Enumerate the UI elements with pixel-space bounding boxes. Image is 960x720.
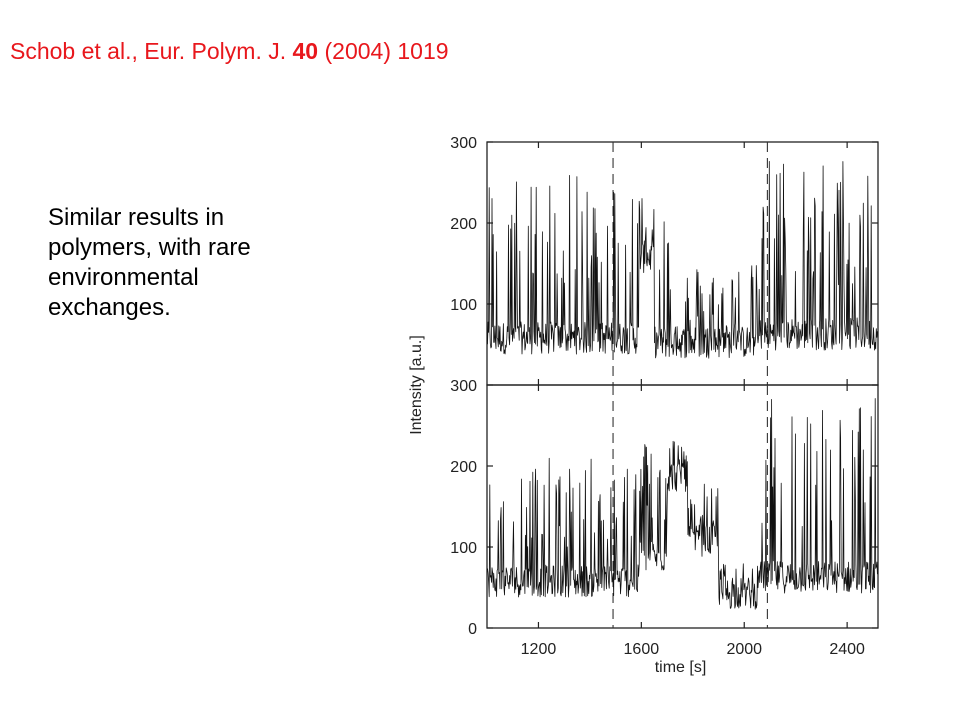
intensity-trace-figure: 100 200 300 0 100 200 300 1200 1600 2000 2400 time … — [408, 135, 879, 676]
description-text: Similar results in polymers, with rare e… — [48, 203, 338, 323]
description-line: environmental — [48, 264, 199, 291]
y-tick-label: 100 — [450, 297, 477, 314]
y-tick-label: 200 — [450, 459, 477, 476]
x-tick-label: 1200 — [521, 641, 557, 658]
y-tick-label: 300 — [450, 378, 477, 395]
x-tick-label: 2400 — [829, 641, 865, 658]
bottom-panel-frame — [486, 384, 879, 629]
y-tick-label: 100 — [450, 540, 477, 557]
top-panel-frame — [486, 141, 879, 386]
citation-volume: 40 — [292, 38, 319, 64]
y-axis-title: Intensity [a.u.] — [408, 335, 425, 435]
citation-prefix: Schob et al., Eur. Polym. J. — [10, 38, 293, 64]
description-line: Similar results in — [48, 204, 225, 231]
x-tick-label: 1600 — [624, 641, 660, 658]
description-line: exchanges. — [48, 294, 171, 321]
description-line: polymers, with rare — [48, 234, 251, 261]
y-tick-label: 200 — [450, 216, 477, 233]
y-tick-label: 0 — [468, 621, 477, 638]
bottom-intensity-trace — [487, 398, 878, 610]
top-intensity-trace — [487, 161, 878, 359]
y-tick-label: 300 — [450, 135, 477, 152]
x-axis-title: time [s] — [655, 659, 707, 676]
citation: Schob et al., Eur. Polym. J. 40 (2004) 1… — [10, 38, 449, 65]
x-tick-label: 2000 — [726, 641, 762, 658]
citation-suffix: (2004) 1019 — [318, 38, 449, 64]
